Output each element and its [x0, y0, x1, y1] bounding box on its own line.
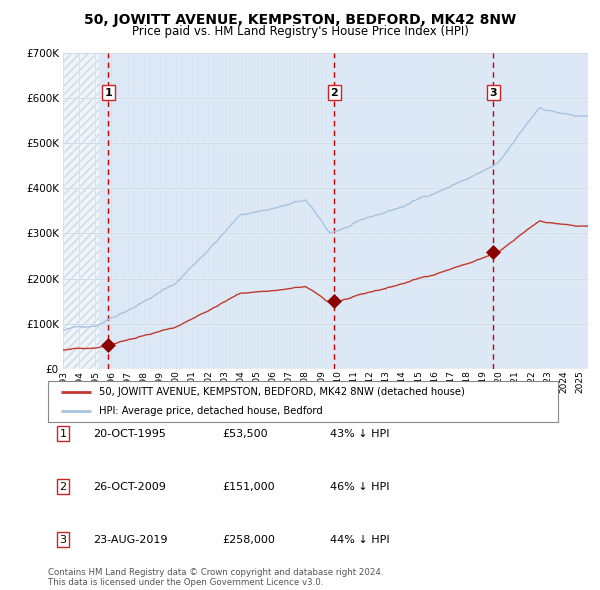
Text: 2: 2: [59, 482, 67, 491]
Text: 3: 3: [490, 87, 497, 97]
Text: 1: 1: [104, 87, 112, 97]
Text: £53,500: £53,500: [222, 429, 268, 438]
Text: 46% ↓ HPI: 46% ↓ HPI: [330, 482, 389, 491]
FancyBboxPatch shape: [48, 381, 558, 422]
Text: Price paid vs. HM Land Registry's House Price Index (HPI): Price paid vs. HM Land Registry's House …: [131, 25, 469, 38]
Text: Contains HM Land Registry data © Crown copyright and database right 2024.
This d: Contains HM Land Registry data © Crown c…: [48, 568, 383, 587]
Text: 20-OCT-1995: 20-OCT-1995: [93, 429, 166, 438]
Text: £151,000: £151,000: [222, 482, 275, 491]
Text: 50, JOWITT AVENUE, KEMPSTON, BEDFORD, MK42 8NW: 50, JOWITT AVENUE, KEMPSTON, BEDFORD, MK…: [84, 13, 516, 27]
Text: £258,000: £258,000: [222, 535, 275, 545]
Text: 3: 3: [59, 535, 67, 545]
Text: HPI: Average price, detached house, Bedford: HPI: Average price, detached house, Bedf…: [99, 406, 323, 416]
Text: 50, JOWITT AVENUE, KEMPSTON, BEDFORD, MK42 8NW (detached house): 50, JOWITT AVENUE, KEMPSTON, BEDFORD, MK…: [99, 386, 465, 396]
Text: 1: 1: [59, 429, 67, 438]
Text: 44% ↓ HPI: 44% ↓ HPI: [330, 535, 389, 545]
Text: 43% ↓ HPI: 43% ↓ HPI: [330, 429, 389, 438]
Text: 26-OCT-2009: 26-OCT-2009: [93, 482, 166, 491]
Text: 2: 2: [331, 87, 338, 97]
Text: 23-AUG-2019: 23-AUG-2019: [93, 535, 167, 545]
